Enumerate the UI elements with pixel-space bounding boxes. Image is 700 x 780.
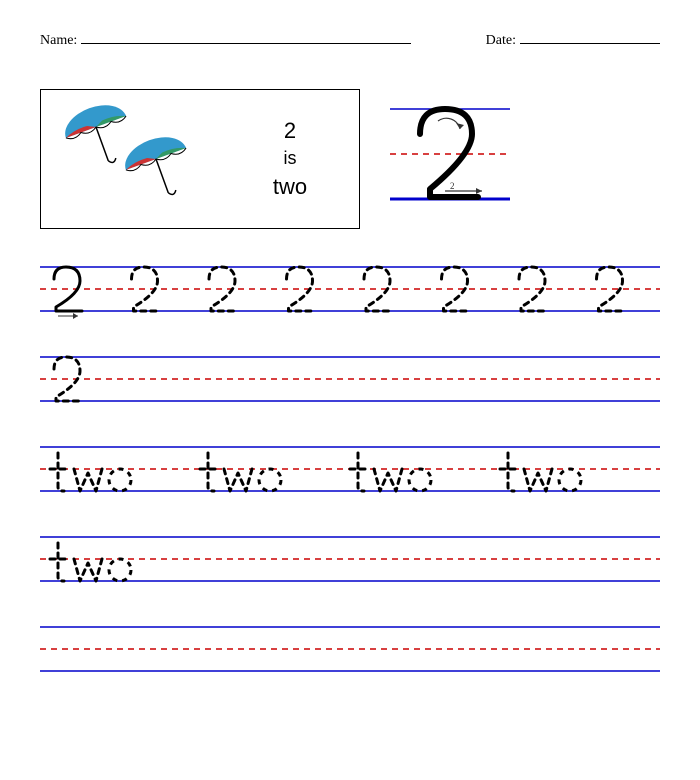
umbrellas-area [41, 89, 221, 229]
illustration-box: 2 is two [40, 89, 360, 229]
name-label: Name: [40, 33, 77, 49]
practice-row-4 [40, 529, 660, 589]
date-line[interactable] [520, 30, 660, 44]
umbrella-icon [41, 89, 221, 229]
date-label: Date: [486, 33, 516, 49]
worksheet-page: Name: Date: [0, 0, 700, 739]
date-field: Date: [486, 30, 660, 49]
illustration-text: 2 is two [221, 116, 359, 203]
name-line[interactable] [81, 30, 411, 44]
arrow-2-label: 2 [450, 181, 455, 191]
practice-row-2 [40, 349, 660, 409]
demo-numeral: 2 [390, 89, 510, 229]
practice-row-5 [40, 619, 660, 679]
top-section: 2 is two 2 [40, 89, 660, 229]
illustration-number: 2 [221, 116, 359, 147]
illustration-word: two [221, 172, 359, 203]
illustration-is: is [221, 146, 359, 171]
practice-row-1 [40, 259, 660, 319]
name-field: Name: [40, 30, 411, 49]
header-row: Name: Date: [40, 30, 660, 49]
practice-row-3 [40, 439, 660, 499]
